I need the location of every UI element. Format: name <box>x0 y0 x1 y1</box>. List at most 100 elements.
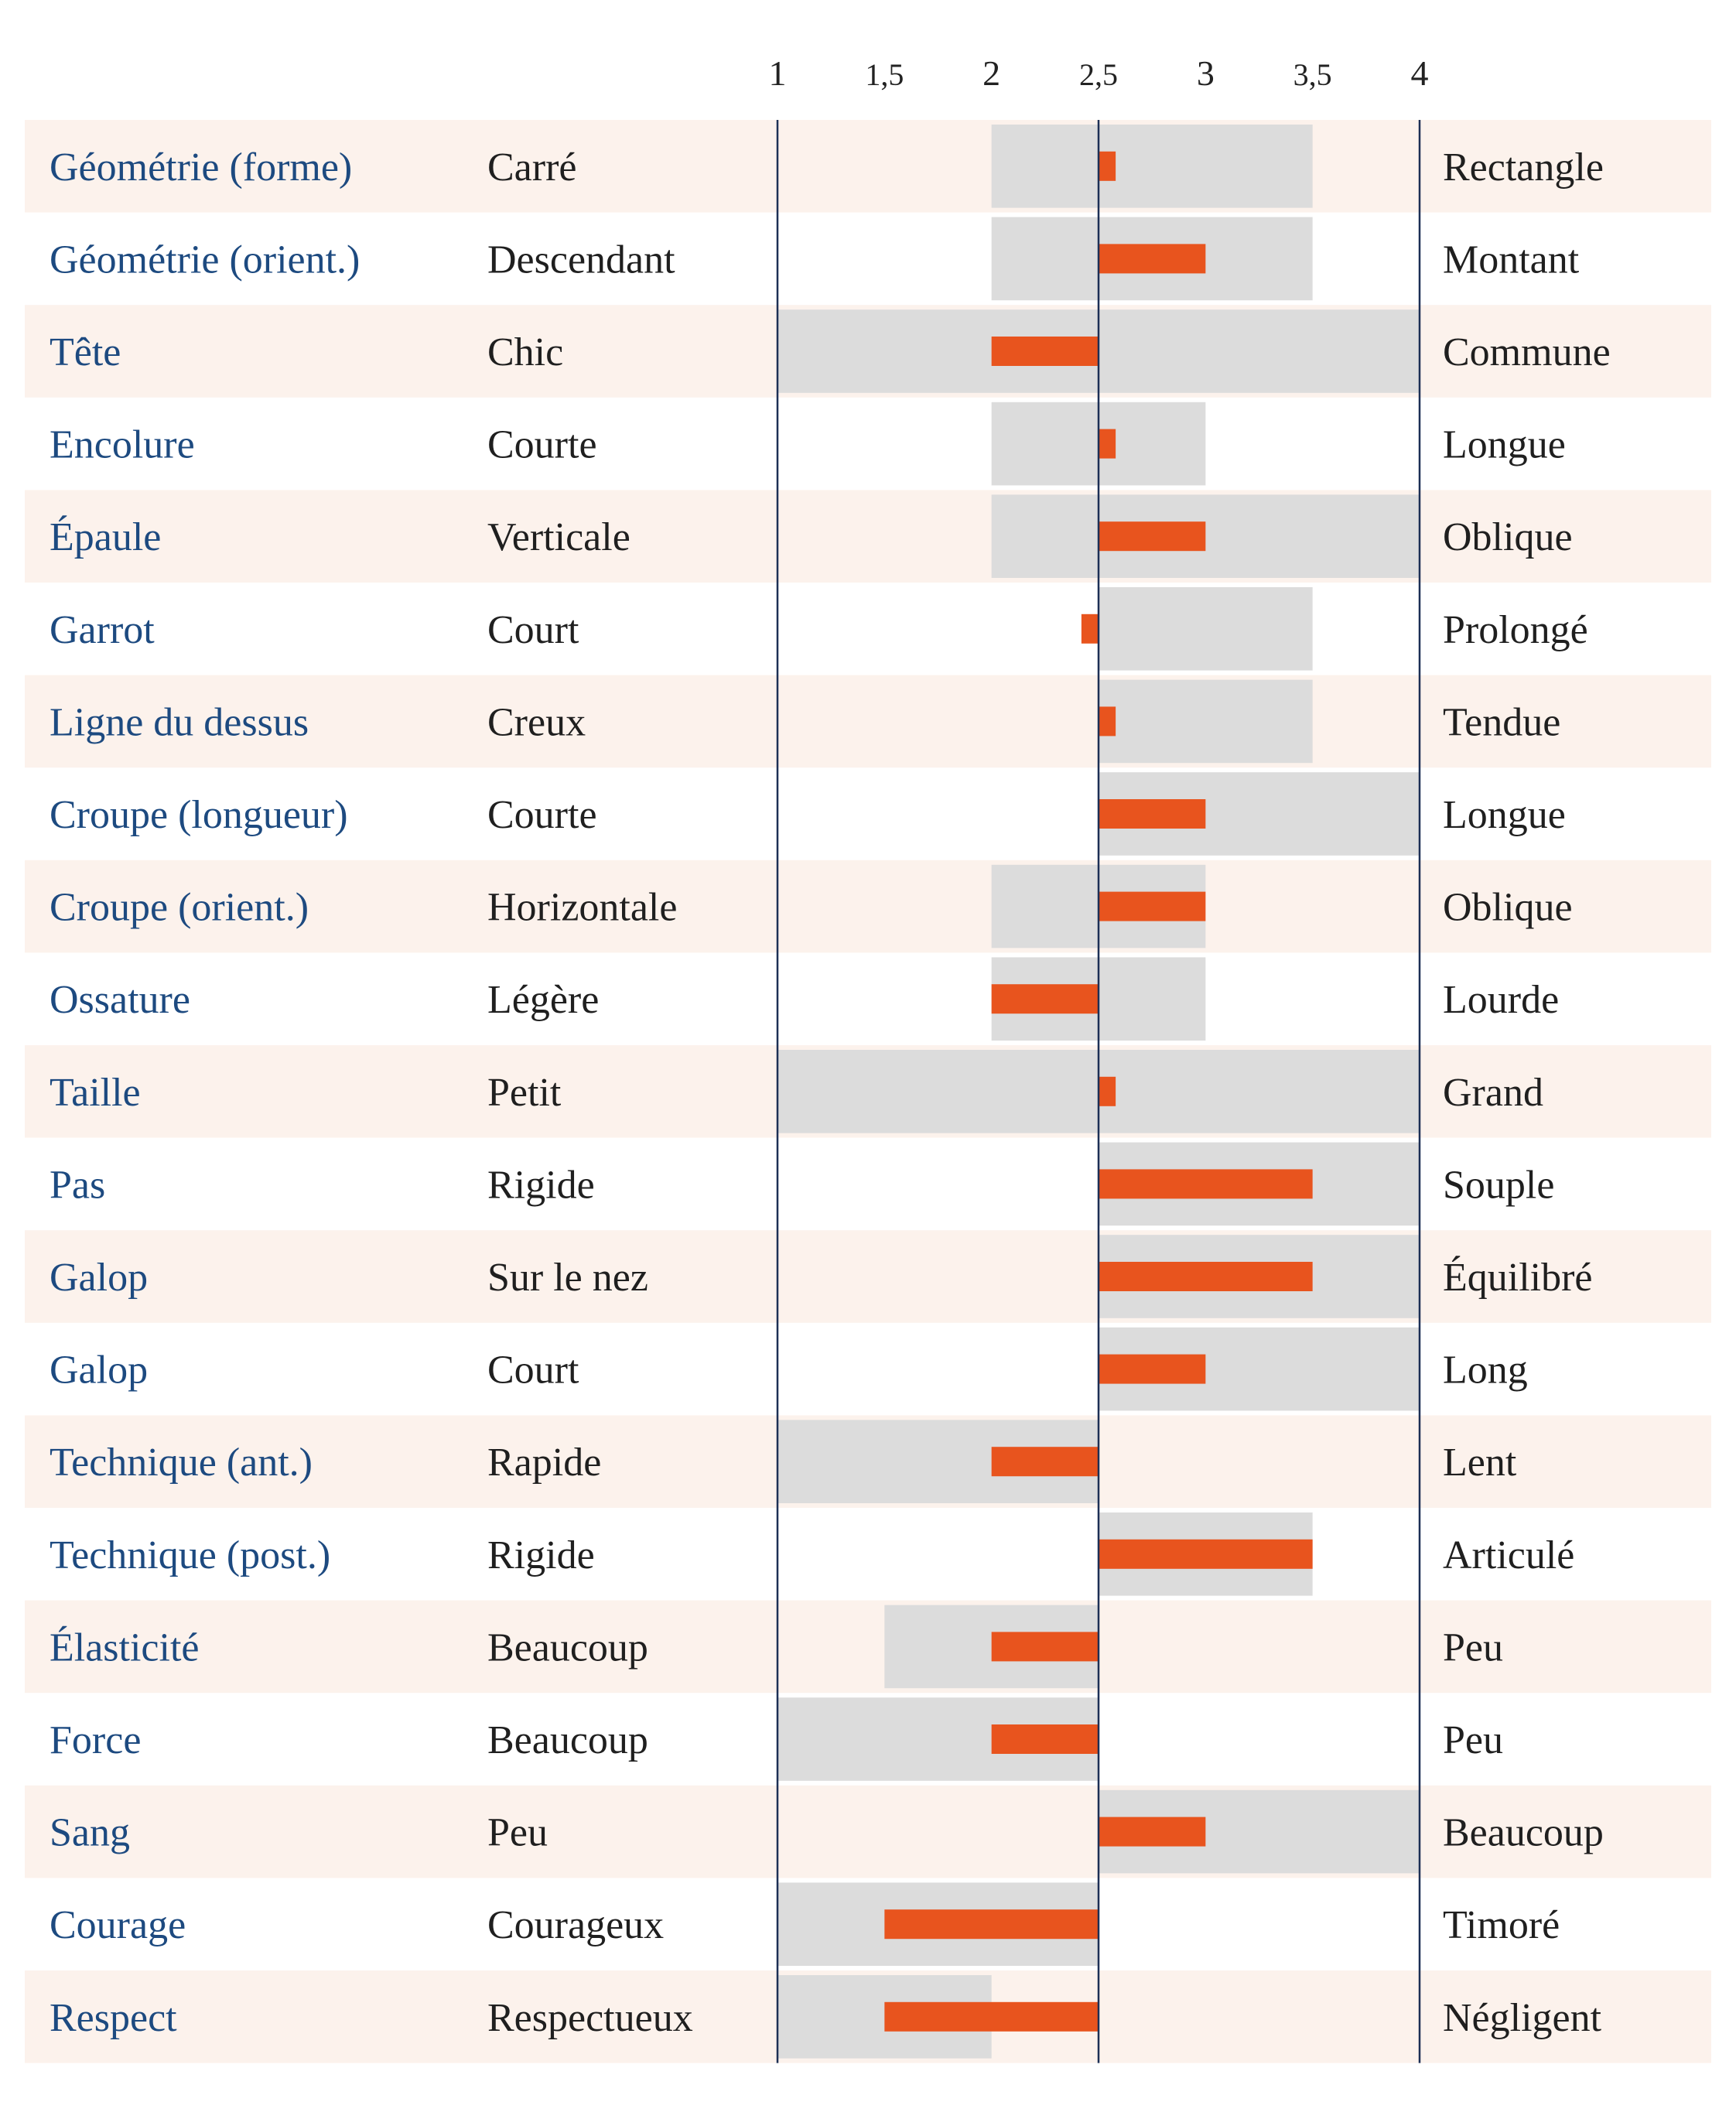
value-bar <box>1081 614 1099 644</box>
x-tick-label: 3,5 <box>1293 57 1332 92</box>
range-box <box>991 125 1313 208</box>
x-tick-label: 4 <box>1411 53 1429 93</box>
right-pole-label: Oblique <box>1443 886 1573 930</box>
left-pole-label: Beaucoup <box>487 1625 648 1670</box>
trait-label: Croupe (longueur) <box>50 793 348 837</box>
value-bar <box>1099 521 1206 552</box>
right-pole-label: Montant <box>1443 238 1580 282</box>
right-pole-label: Lourde <box>1443 978 1559 1022</box>
value-bar <box>1099 244 1206 274</box>
row-stripe <box>25 1785 1711 1878</box>
left-pole-label: Creux <box>487 700 586 744</box>
trait-label: Courage <box>50 1903 186 1947</box>
value-bar <box>1099 1076 1116 1106</box>
value-bar <box>1099 1817 1206 1847</box>
right-pole-label: Long <box>1443 1348 1528 1393</box>
x-axis-ticks: 1 1,5 2 2,5 3 3,5 4 <box>769 53 1429 93</box>
right-pole-label: Longue <box>1443 793 1566 837</box>
trait-label: Géométrie (forme) <box>50 145 352 190</box>
x-tick-label: 2 <box>982 53 1000 93</box>
left-pole-label: Rigide <box>487 1533 595 1577</box>
value-bar <box>884 2001 1099 2032</box>
value-bar <box>1099 1539 1313 1569</box>
left-pole-label: Court <box>487 1348 579 1393</box>
left-pole-label: Respectueux <box>487 1996 693 2040</box>
left-pole-label: Beaucoup <box>487 1718 648 1762</box>
right-pole-label: Beaucoup <box>1443 1811 1604 1855</box>
trait-label: Ossature <box>50 978 190 1022</box>
right-pole-label: Articulé <box>1443 1533 1574 1577</box>
left-pole-label: Légère <box>487 978 599 1022</box>
left-pole-label: Petit <box>487 1071 562 1115</box>
right-pole-label: Peu <box>1443 1625 1503 1670</box>
trait-label: Élasticité <box>50 1625 199 1670</box>
trait-label: Garrot <box>50 608 155 652</box>
row-labels: Géométrie (forme) Carré Rectangle Géométrie… <box>50 145 1611 2040</box>
row-stripe <box>25 1600 1711 1694</box>
left-pole-label: Chic <box>487 330 563 374</box>
trait-label: Sang <box>50 1811 130 1855</box>
left-pole-label: Sur le nez <box>487 1256 648 1300</box>
value-bar <box>1099 706 1116 737</box>
x-tick-label: 1,5 <box>865 57 904 92</box>
range-box <box>1099 587 1313 671</box>
value-bar <box>1099 429 1116 459</box>
left-pole-label: Carré <box>487 145 576 190</box>
value-bar <box>884 1909 1099 1940</box>
trait-label: Encolure <box>50 423 195 467</box>
left-pole-label: Descendant <box>487 238 675 282</box>
row-stripe <box>25 675 1711 768</box>
value-bar <box>1099 1354 1206 1384</box>
right-pole-label: Commune <box>1443 330 1611 374</box>
range-box <box>1099 679 1313 764</box>
left-pole-label: Courte <box>487 793 597 837</box>
axis-lines <box>776 120 1421 2063</box>
right-pole-label: Équilibré <box>1443 1255 1593 1300</box>
left-pole-label: Courageux <box>487 1903 664 1947</box>
right-pole-label: Rectangle <box>1443 145 1604 190</box>
right-pole-label: Prolongé <box>1443 608 1588 652</box>
right-pole-label: Négligent <box>1443 1996 1602 2040</box>
trait-label: Respect <box>50 1996 177 2040</box>
trait-label: Ligne du dessus <box>50 700 309 744</box>
left-pole-label: Verticale <box>487 515 630 559</box>
trait-label: Galop <box>50 1348 148 1393</box>
right-pole-label: Timoré <box>1443 1903 1560 1947</box>
left-pole-label: Rigide <box>487 1163 595 1207</box>
row-stripe <box>25 120 1711 213</box>
value-bar <box>991 1724 1099 1754</box>
trait-label: Géométrie (orient.) <box>50 238 360 282</box>
left-pole-label: Courte <box>487 423 597 467</box>
value-bar <box>1099 151 1116 181</box>
right-pole-label: Grand <box>1443 1071 1543 1115</box>
x-tick-label: 2,5 <box>1079 57 1118 92</box>
trait-label: Galop <box>50 1256 148 1300</box>
value-bar <box>1099 1169 1313 1199</box>
value-bars <box>884 151 1313 2032</box>
value-bar <box>991 337 1099 366</box>
value-bar <box>991 1447 1099 1477</box>
left-pole-label: Court <box>487 608 579 652</box>
left-pole-label: Peu <box>487 1811 548 1855</box>
value-bar <box>991 1632 1099 1662</box>
right-pole-label: Tendue <box>1443 700 1560 744</box>
right-pole-label: Peu <box>1443 1718 1503 1762</box>
left-pole-label: Rapide <box>487 1441 601 1485</box>
trait-label: Épaule <box>50 514 161 559</box>
row-stripe <box>25 860 1711 953</box>
value-bar <box>991 984 1099 1014</box>
right-pole-label: Oblique <box>1443 515 1573 559</box>
x-tick-label: 3 <box>1197 53 1215 93</box>
left-pole-label: Horizontale <box>487 886 677 930</box>
trait-label: Tête <box>50 330 121 374</box>
trait-label: Taille <box>50 1071 141 1115</box>
trait-label: Technique (post.) <box>50 1533 330 1577</box>
x-tick-label: 1 <box>769 53 787 93</box>
right-pole-label: Lent <box>1443 1441 1517 1485</box>
value-bar <box>1099 1262 1313 1291</box>
value-bar <box>1099 799 1206 829</box>
trait-label: Force <box>50 1718 141 1762</box>
row-stripe <box>25 1230 1711 1323</box>
trait-label: Technique (ant.) <box>50 1441 313 1485</box>
